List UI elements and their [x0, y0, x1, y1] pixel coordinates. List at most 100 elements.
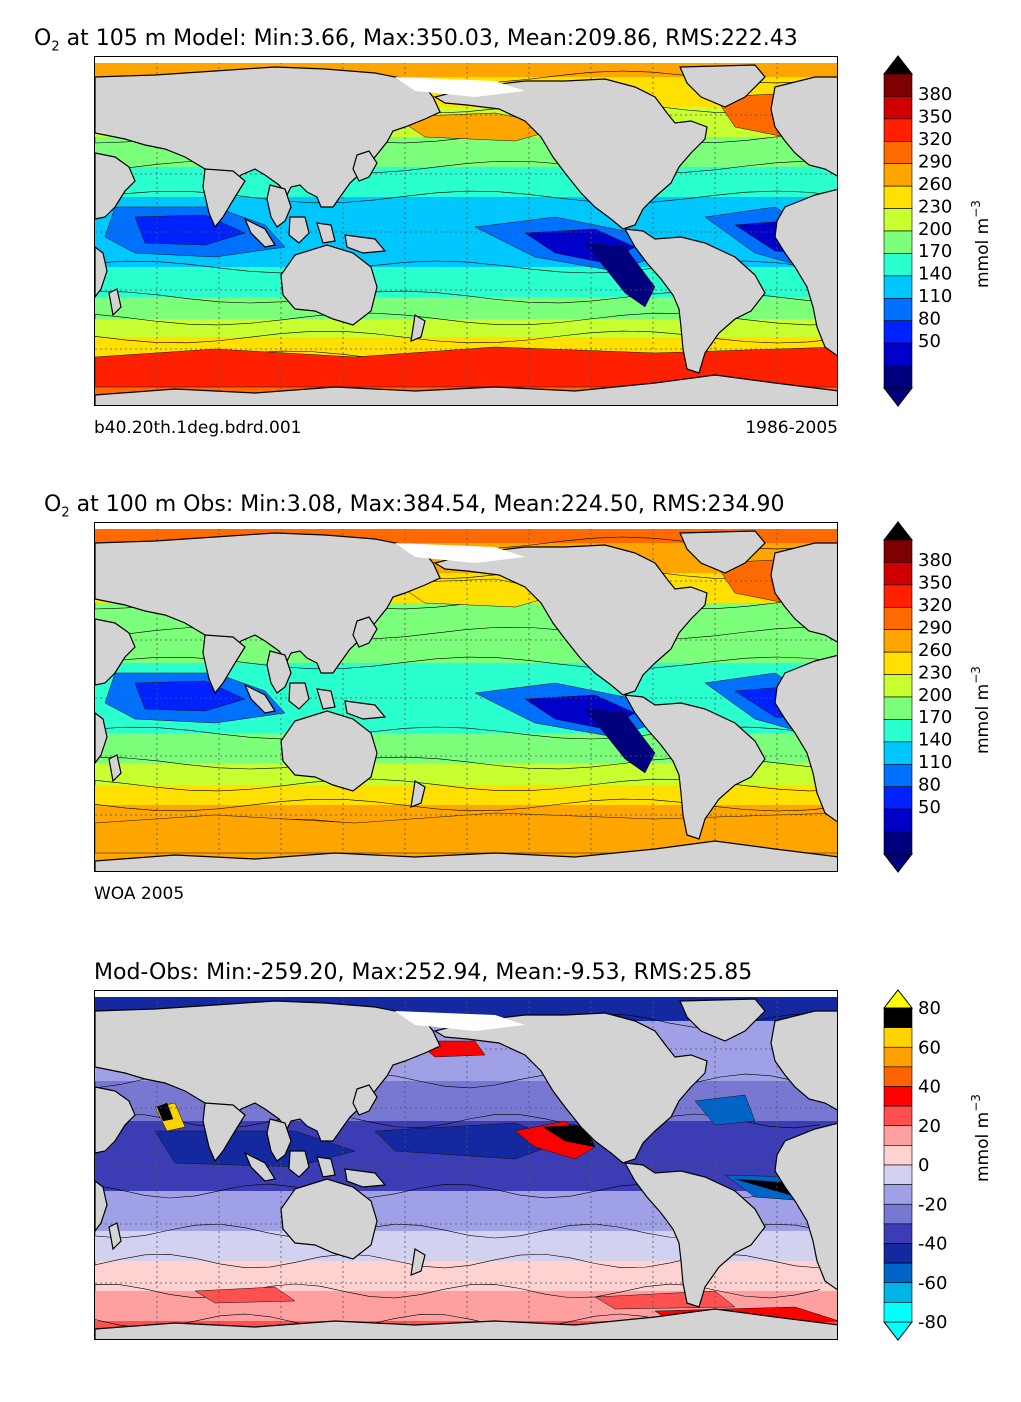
colorbar-tick-label: 260 [918, 174, 952, 195]
colorbar-tick-label: 320 [918, 129, 952, 150]
colorbar-swatch [883, 786, 913, 810]
colorbar-swatch [883, 163, 913, 187]
colorbar-unit-label: mmol m−3 [969, 666, 993, 754]
obs-map [94, 522, 838, 872]
colorbar-tick-label: 380 [918, 84, 952, 105]
colorbar-tick-label: 350 [918, 573, 952, 594]
colorbar-tick-label: 290 [918, 151, 952, 172]
colorbar-swatch [883, 118, 913, 142]
colorbar-tick-label: -40 [918, 1234, 947, 1255]
colorbar-swatch [883, 674, 913, 698]
colorbar-swatch [883, 140, 913, 165]
land-mask [95, 991, 837, 1339]
model-panel: O2 at 105 m Model: Min:3.66, Max:350.03,… [0, 28, 1021, 468]
colorbar-swatch [883, 1203, 913, 1225]
colorbar-tick-label: 80 [918, 308, 941, 329]
colorbar-swatch [883, 584, 913, 608]
colorbar-max-arrow [882, 989, 914, 1009]
model-years-label: 1986-2005 [745, 418, 838, 438]
colorbar-swatch [883, 185, 913, 209]
colorbar-tick-label: 200 [918, 219, 952, 240]
colorbar-min-arrow [882, 853, 914, 873]
colorbar-tick-label: 140 [918, 264, 952, 285]
colorbar-tick-label: 20 [918, 1116, 941, 1137]
colorbar-min-arrow [882, 1321, 914, 1341]
colorbar-swatch [883, 719, 913, 743]
diff-panel: Mod-Obs: Min:-259.20, Max:252.94, Mean:-… [0, 962, 1021, 1402]
colorbar-tick-label: -60 [918, 1273, 947, 1294]
obs-colorbar: 380 350 320 290 260 230 200 170 140 110 80 50 mmol m… [882, 521, 1012, 873]
colorbar-swatch [883, 1046, 913, 1068]
colorbar-swatch [883, 1262, 913, 1284]
colorbar-swatch [883, 297, 913, 322]
colorbar-swatch [883, 1164, 913, 1185]
colorbar-swatch [883, 96, 913, 120]
colorbar-tick-label: -80 [918, 1312, 947, 1333]
colorbar-tick-label: 230 [918, 196, 952, 217]
colorbar-swatch [883, 1027, 913, 1048]
colorbar-swatch [883, 1223, 913, 1244]
colorbar-tick-label: 80 [918, 998, 941, 1019]
colorbar-swatch [883, 808, 913, 832]
colorbar-tick-label: -20 [918, 1194, 947, 1215]
colorbar-swatch [883, 230, 913, 254]
model-case-label: b40.20th.1deg.bdrd.001 [94, 418, 302, 438]
colorbar-tick-label: 320 [918, 595, 952, 616]
colorbar-swatch [883, 1145, 913, 1166]
colorbar-min-arrow [882, 387, 914, 407]
colorbar-unit-label: mmol m−3 [969, 1094, 993, 1182]
colorbar-swatch [883, 651, 913, 675]
colorbar-swatch [883, 1105, 913, 1127]
colorbar-max-arrow [882, 521, 914, 541]
colorbar-swatch [883, 831, 913, 855]
colorbar-tick-label: 140 [918, 730, 952, 751]
colorbar-tick-label: 200 [918, 685, 952, 706]
colorbar-swatch [883, 606, 913, 631]
colorbar-swatch [883, 73, 913, 97]
model-colorbar: 380 350 320 290 260 230 200 170 140 110 80 50 mmol m… [882, 55, 1012, 407]
colorbar-tick-label: 260 [918, 640, 952, 661]
colorbar-tick-label: 380 [918, 550, 952, 571]
colorbar-unit-label: mmol m−3 [969, 200, 993, 288]
colorbar-tick-label: 110 [918, 286, 952, 307]
colorbar-swatch [883, 1302, 913, 1323]
colorbar-tick-label: 110 [918, 752, 952, 773]
colorbar-swatch [883, 253, 913, 277]
colorbar-tick-label: 230 [918, 662, 952, 683]
colorbar-tick-label: 40 [918, 1077, 941, 1098]
colorbar-swatch [883, 1086, 913, 1107]
obs-source-label: WOA 2005 [94, 884, 185, 904]
colorbar-tick-label: 290 [918, 617, 952, 638]
colorbar-tick-label: 60 [918, 1037, 941, 1058]
colorbar-swatch [883, 1066, 913, 1087]
land-mask [95, 57, 837, 405]
colorbar-swatch [883, 1282, 913, 1303]
colorbar-swatch [883, 275, 913, 299]
land-mask [95, 523, 837, 871]
colorbar-swatch [883, 539, 913, 563]
colorbar-swatch [883, 629, 913, 653]
colorbar-swatch [883, 1184, 913, 1205]
colorbar-max-arrow [882, 55, 914, 75]
colorbar-swatch [883, 365, 913, 389]
colorbar-tick-label: 170 [918, 707, 952, 728]
colorbar-swatch [883, 320, 913, 344]
colorbar-swatch [883, 562, 913, 586]
colorbar-swatch [883, 763, 913, 788]
colorbar-tick-label: 50 [918, 797, 941, 818]
model-title: O2 at 105 m Model: Min:3.66, Max:350.03,… [34, 26, 798, 55]
colorbar-swatch [883, 342, 913, 366]
colorbar-tick-label: 0 [918, 1155, 929, 1176]
colorbar-swatch [883, 208, 913, 232]
diff-title: Mod-Obs: Min:-259.20, Max:252.94, Mean:-… [94, 960, 753, 985]
obs-panel: O2 at 100 m Obs: Min:3.08, Max:384.54, M… [0, 494, 1021, 934]
colorbar-tick-label: 50 [918, 331, 941, 352]
colorbar-swatch [883, 741, 913, 765]
model-map [94, 56, 838, 406]
colorbar-swatch [883, 1243, 913, 1264]
obs-title: O2 at 100 m Obs: Min:3.08, Max:384.54, M… [44, 492, 785, 521]
diff-map [94, 990, 838, 1340]
colorbar-swatch [883, 696, 913, 720]
colorbar-swatch [883, 1125, 913, 1146]
colorbar-tick-label: 170 [918, 241, 952, 262]
